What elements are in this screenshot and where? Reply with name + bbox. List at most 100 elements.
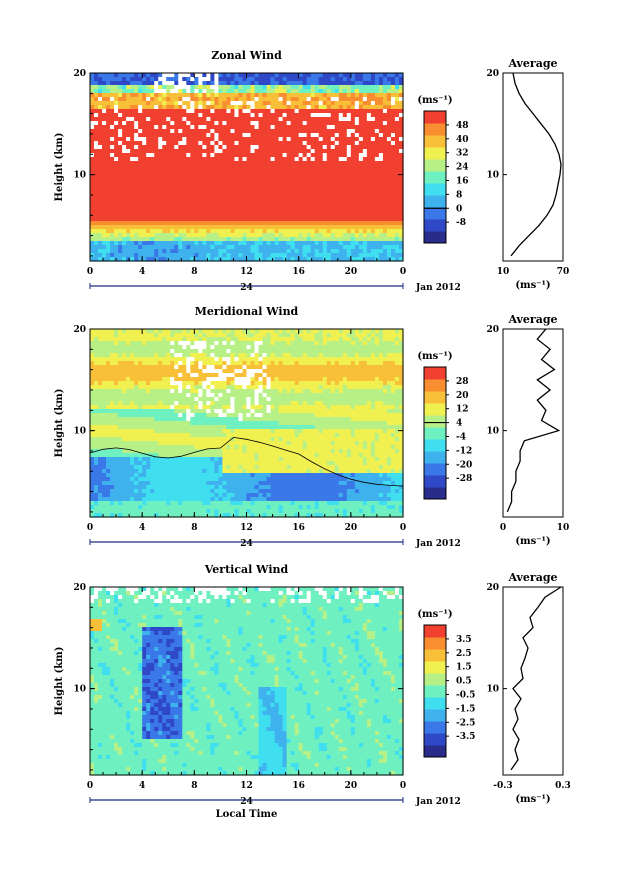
- meridional-colorbar-frame: [423, 366, 447, 500]
- zonal-colorbar-swatch: [424, 111, 446, 124]
- meridional-xtick-label: 20: [345, 523, 358, 533]
- meridional-colorbar-level: 4: [456, 419, 462, 429]
- vertical-colorbar-swatch: [424, 721, 446, 734]
- vertical-colorbar: (ms⁻¹) -3.5 -2.5 -1.5 -0.5 0.5 1.5 2.5 3.5: [417, 609, 475, 758]
- zonal-profile-frame: [502, 72, 564, 262]
- vertical-date-marker: 24: [240, 797, 253, 807]
- vertical-colorbar-level: -0.5: [456, 690, 475, 700]
- meridional-profile: Average 10 20 0 10 (ms⁻¹): [486, 313, 569, 547]
- vertical-colorbar-level: -3.5: [456, 732, 475, 742]
- zonal-profile-xlabel: (ms⁻¹): [515, 280, 550, 291]
- meridional-date-marker: 24: [240, 539, 253, 549]
- zonal-profile-title: Average: [507, 57, 557, 70]
- vertical-colorbar-level: 2.5: [456, 649, 472, 659]
- meridional-colorbar-swatch: [424, 367, 446, 380]
- vertical-date-label: Jan 2012: [415, 797, 461, 807]
- zonal-colorbar-frame: [423, 110, 447, 244]
- vertical-colorbar-level: 3.5: [456, 635, 472, 645]
- meridional-colorbar-swatch: [424, 451, 446, 464]
- zonal-colorbar-level: 8: [456, 190, 462, 200]
- meridional-xtick-label: 16: [292, 523, 305, 533]
- meridional-xtick-label: 8: [191, 523, 197, 533]
- meridional-colorbar-swatch: [424, 427, 446, 440]
- meridional-ylabel: Height (km): [54, 389, 65, 458]
- vertical-profile: Average 10 20 -0.3 0.3 (ms⁻¹): [486, 571, 570, 805]
- meridional-profile-ytick-label: 10: [486, 427, 499, 437]
- zonal-xtick-label: 16: [292, 267, 305, 277]
- panel-vertical: Vertical Wind 10 20 Height (km) 0 4 8 12 16 20 0 24…: [54, 563, 571, 820]
- meridional-xtick-label: 4: [139, 523, 145, 533]
- vertical-profile-frame: [502, 586, 564, 776]
- zonal-profile: Average 10 20 10 70 (ms⁻¹): [486, 57, 569, 291]
- meridional-xtick-label: 0: [87, 523, 93, 533]
- meridional-colorbar-level: 28: [456, 377, 469, 387]
- zonal-ytick-label: 20: [73, 69, 86, 79]
- meridional-colorbar-level: -20: [456, 460, 472, 470]
- zonal-xtick-label: 20: [345, 267, 358, 277]
- vertical-profile-xtick-label: 0.3: [555, 781, 571, 791]
- vertical-ytick-label: 10: [73, 685, 86, 695]
- vertical-colorbar-level: -2.5: [456, 718, 475, 728]
- meridional-ytick-label: 20: [73, 325, 86, 335]
- meridional-ytick-label: 10: [73, 427, 86, 437]
- vertical-heatmap: [90, 587, 404, 776]
- zonal-profile-ytick-label: 20: [486, 69, 499, 79]
- zonal-xtick-label: 0: [400, 267, 406, 277]
- zonal-date-marker: 24: [240, 283, 253, 293]
- vertical-colorbar-swatch: [424, 661, 446, 674]
- vertical-colorbar-swatch: [424, 673, 446, 686]
- zonal-colorbar-swatch: [424, 183, 446, 196]
- vertical-colorbar-swatch: [424, 649, 446, 662]
- zonal-date-label: Jan 2012: [415, 283, 461, 293]
- zonal-profile-xtick-label: 10: [497, 267, 510, 277]
- meridional-colorbar-swatch: [424, 439, 446, 452]
- vertical-colorbar-level: 0.5: [456, 677, 472, 687]
- vertical-colorbar-frame: [423, 624, 447, 758]
- vertical-xtick-label: 20: [345, 781, 358, 791]
- zonal-colorbar-level: 0: [456, 204, 462, 214]
- zonal-ylabel: Height (km): [54, 133, 65, 202]
- zonal-colorbar-swatch: [424, 135, 446, 148]
- vertical-xtick-label: 0: [87, 781, 93, 791]
- zonal-profile-ytick-label: 10: [486, 171, 499, 181]
- vertical-xtick-label: 8: [191, 781, 197, 791]
- meridional-colorbar: (ms⁻¹) -28 -20 -12 -4 4 12 20 28: [417, 351, 472, 500]
- zonal-colorbar-unit: (ms⁻¹): [417, 95, 452, 106]
- meridional-colorbar-level: 12: [456, 405, 469, 415]
- vertical-xtick-label: 4: [139, 781, 145, 791]
- meridional-colorbar-level: 20: [456, 391, 469, 401]
- vertical-xtick-label: 0: [400, 781, 406, 791]
- vertical-profile-ytick-label: 10: [486, 685, 499, 695]
- vertical-profile-title: Average: [507, 571, 557, 584]
- meridional-colorbar-level: -28: [456, 474, 472, 484]
- meridional-colorbar-swatch: [424, 391, 446, 404]
- zonal-xtick-label: 12: [240, 267, 253, 277]
- meridional-date-label: Jan 2012: [415, 539, 461, 549]
- meridional-colorbar-swatch: [424, 487, 446, 500]
- zonal-colorbar-swatch: [424, 147, 446, 160]
- zonal-colorbar-level: 40: [456, 135, 469, 145]
- vertical-colorbar-swatch: [424, 709, 446, 722]
- zonal-colorbar-level: 24: [456, 163, 469, 173]
- zonal-colorbar-level: 16: [456, 176, 469, 186]
- vertical-colorbar-level: 1.5: [456, 663, 472, 673]
- vertical-profile-ytick-label: 20: [486, 583, 499, 593]
- vertical-profile-line: [510, 586, 562, 771]
- zonal-title: Zonal Wind: [211, 49, 282, 62]
- zonal-profile-line: [510, 72, 562, 257]
- vertical-colorbar-unit: (ms⁻¹): [417, 609, 452, 620]
- vertical-colorbar-swatch: [424, 733, 446, 746]
- zonal-ytick-label: 10: [73, 171, 86, 181]
- meridional-colorbar-swatch: [424, 415, 446, 428]
- meridional-colorbar-swatch: [424, 463, 446, 476]
- meridional-profile-xlabel: (ms⁻¹): [515, 536, 550, 547]
- meridional-xtick-label: 0: [400, 523, 406, 533]
- vertical-ylabel: Height (km): [54, 647, 65, 716]
- meridional-profile-xtick-label: 0: [500, 523, 506, 533]
- meridional-colorbar-level: -4: [456, 432, 466, 442]
- meridional-colorbar-level: -12: [456, 446, 472, 456]
- zonal-colorbar-swatch: [424, 159, 446, 172]
- meridional-profile-ytick-label: 20: [486, 325, 499, 335]
- vertical-ytick-label: 20: [73, 583, 86, 593]
- meridional-colorbar-swatch: [424, 475, 446, 488]
